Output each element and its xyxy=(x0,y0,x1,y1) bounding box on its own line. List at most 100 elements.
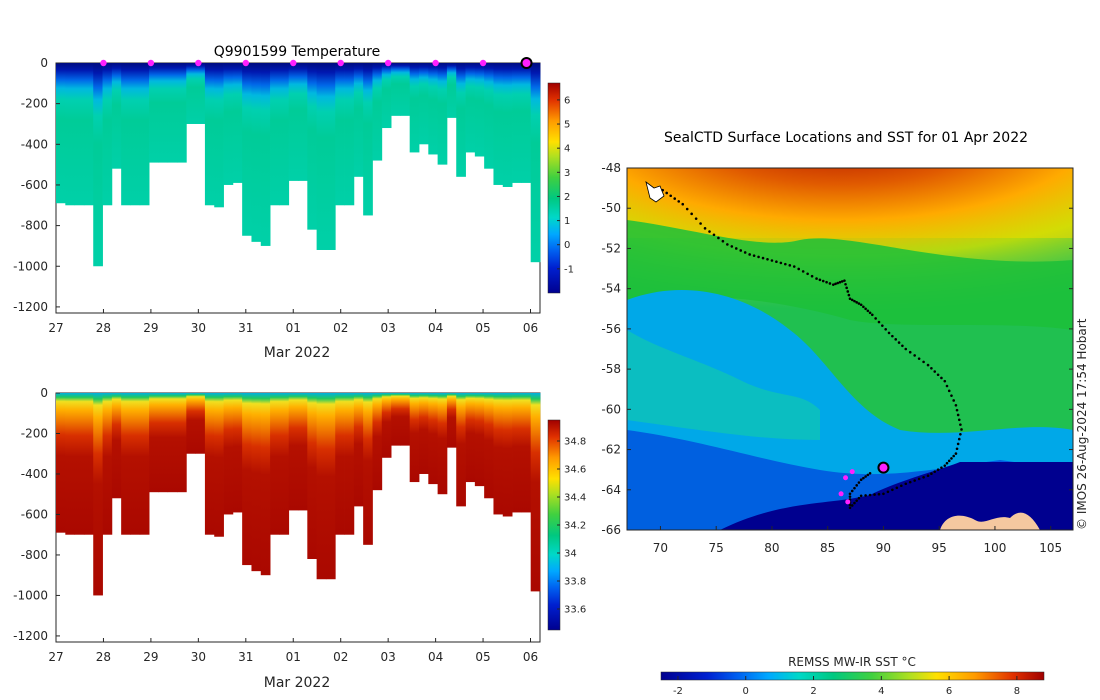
track-point xyxy=(874,317,877,320)
profile-column xyxy=(400,63,411,116)
watermark: © IMOS 26-Aug-2024 17:54 Hobart xyxy=(1075,318,1089,530)
track-point xyxy=(699,222,702,225)
colorbar-tick-label: 0 xyxy=(564,240,570,251)
track-point xyxy=(708,230,711,233)
map-y-tick-label: -48 xyxy=(601,161,621,175)
profile-column xyxy=(251,63,262,242)
profile-column xyxy=(512,63,522,183)
profile-column xyxy=(446,393,457,448)
profile-column xyxy=(335,393,345,535)
y-tick-label: -600 xyxy=(21,178,48,192)
latest-profile-marker xyxy=(520,57,533,69)
profile-column xyxy=(381,393,392,458)
track-point xyxy=(857,496,861,500)
profile-column xyxy=(121,63,131,206)
sst-teal-region xyxy=(627,330,820,440)
map-title: SealCTD Surface Locations and SST for 01… xyxy=(664,130,1028,146)
colorbar-tick-label: 3 xyxy=(564,168,570,179)
colorbar-tick-label: 34.8 xyxy=(564,437,586,448)
profile-column xyxy=(344,63,355,206)
track-point xyxy=(926,474,930,478)
track-point xyxy=(734,247,738,250)
x-tick-label: 02 xyxy=(333,650,348,664)
track-point xyxy=(855,301,858,304)
track-point xyxy=(843,279,846,282)
track-point xyxy=(955,408,959,412)
y-tick-label: -1200 xyxy=(13,300,48,314)
profile-marker xyxy=(242,59,250,67)
profile-marker xyxy=(100,59,107,67)
track-point xyxy=(943,379,947,383)
current-position-marker xyxy=(877,461,890,474)
track-point xyxy=(891,334,894,338)
track-point xyxy=(943,464,947,467)
profile-column xyxy=(502,393,513,517)
seal-track xyxy=(661,188,963,510)
y-tick-label: -800 xyxy=(21,219,48,233)
track-point xyxy=(661,188,664,192)
colorbar-tick-label: -1 xyxy=(564,264,574,275)
track-point xyxy=(752,254,756,257)
track-point xyxy=(859,494,863,498)
profile-column xyxy=(307,63,318,230)
salinity-x-label: Mar 2022 xyxy=(264,675,331,691)
y-tick-label: -200 xyxy=(21,426,48,440)
profile-column xyxy=(530,63,541,263)
track-point xyxy=(677,200,681,203)
track-point xyxy=(784,262,787,266)
profile-column xyxy=(279,393,290,535)
y-tick-label: -1200 xyxy=(13,629,48,643)
track-point xyxy=(857,302,861,305)
profile-column xyxy=(474,393,485,487)
track-point xyxy=(917,477,921,481)
track-point xyxy=(831,283,835,286)
profile-column xyxy=(214,393,224,537)
colorbar-tick-label: 5 xyxy=(564,120,570,131)
colorbar-tick-label: 34.4 xyxy=(564,493,586,504)
profile-column xyxy=(130,63,141,206)
profile-column xyxy=(65,63,76,206)
recent-profile-point xyxy=(838,491,844,497)
profile-column xyxy=(316,63,327,250)
y-tick-label: 0 xyxy=(40,386,48,400)
profile-column xyxy=(372,63,383,161)
profile-column xyxy=(316,393,327,580)
map-y-tick-label: -58 xyxy=(601,362,621,376)
track-point xyxy=(956,413,960,417)
profile-marker xyxy=(195,59,202,67)
track-point xyxy=(665,191,668,195)
profile-column xyxy=(83,393,94,535)
track-point xyxy=(792,265,796,268)
profile-column xyxy=(270,63,280,206)
salinity-panel: 27 28 29 30 31 01 02 03 04 05 06 0 -200 -400 -600 -800… xyxy=(13,386,586,691)
profile-column xyxy=(307,393,318,559)
profile-column xyxy=(363,393,373,545)
profile-column xyxy=(149,63,159,163)
profile-column xyxy=(56,393,66,533)
x-tick-label: 30 xyxy=(191,650,206,664)
profile-column xyxy=(260,63,271,246)
profile-column xyxy=(465,393,476,483)
track-point xyxy=(838,280,842,284)
map-y-tick-label: -62 xyxy=(601,443,621,457)
track-point xyxy=(877,492,881,496)
track-point xyxy=(810,274,814,278)
profile-column xyxy=(344,393,355,535)
temperature-colorbar-ticks: 6 5 4 3 2 1 0 -1 xyxy=(557,95,574,275)
track-point xyxy=(866,309,870,313)
sst-colorbar-tick-label: 2 xyxy=(810,686,816,697)
x-tick-label: 31 xyxy=(238,650,253,664)
map-frame xyxy=(626,167,1074,531)
colorbar-tick-label: 2 xyxy=(564,192,570,203)
profile-column xyxy=(102,63,113,206)
antarctic-coast xyxy=(940,512,1040,530)
track-point xyxy=(957,437,961,441)
map-y-ticks: -48 -50 -52 -54 -56 -58 -60 -62 -64 -66 xyxy=(601,161,1073,537)
sst-colorbar-tick-label: -2 xyxy=(673,686,683,697)
map-x-ticks: 70 75 80 85 90 95 100 105 xyxy=(653,526,1062,555)
track-point xyxy=(954,404,958,407)
profile-column xyxy=(139,393,150,535)
y-tick-label: -400 xyxy=(21,137,48,151)
track-point xyxy=(739,249,743,252)
track-point xyxy=(726,243,729,246)
